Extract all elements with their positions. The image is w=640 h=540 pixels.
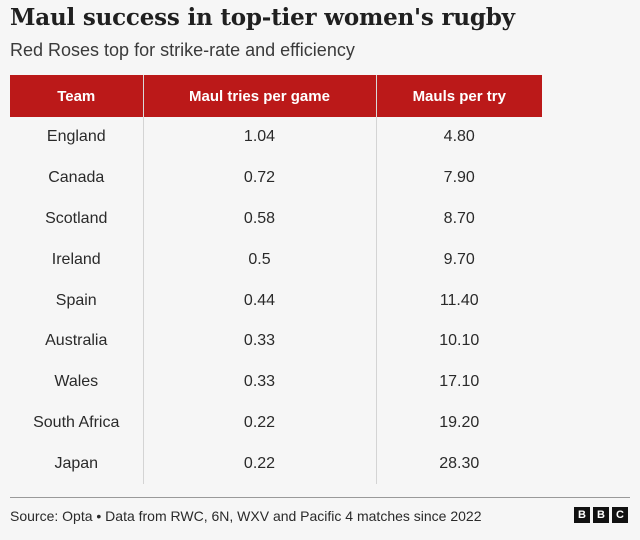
table-row: Canada 0.72 7.90 <box>10 157 542 199</box>
mauls-per-try-cell: 7.90 <box>443 169 475 187</box>
table-row: Australia 0.33 10.10 <box>10 320 542 362</box>
bbc-logo: B B C <box>574 507 628 523</box>
table-row: Spain 0.44 11.40 <box>10 280 542 321</box>
tries-per-game-cell: 0.58 <box>143 198 377 240</box>
table-body: England 1.04 4.80 Canada 0.72 7.90 Scotland 0.5… <box>10 117 542 485</box>
table-row: Ireland 0.5 9.70 <box>10 239 542 281</box>
mauls-per-try-cell: 11.40 <box>439 291 479 309</box>
tries-per-game-cell: 0.72 <box>143 157 377 199</box>
table-row: Japan 0.22 28.30 <box>10 443 542 485</box>
column-header: Team <box>10 75 144 117</box>
team-cell: Wales <box>10 361 144 403</box>
data-table: Team Maul tries per game Mauls per try Eng… <box>10 75 542 485</box>
tries-per-game-cell: 0.33 <box>143 320 377 362</box>
source-note: Source: Opta • Data from RWC, 6N, WXV an… <box>10 508 482 524</box>
team-cell: England <box>10 117 144 158</box>
logo-letter: C <box>612 507 628 523</box>
team-cell: Spain <box>10 280 144 321</box>
tries-per-game-cell: 0.33 <box>143 361 377 403</box>
tries-per-game-cell: 0.44 <box>143 280 377 321</box>
logo-letter: B <box>574 507 590 523</box>
mauls-per-try-cell: 28.30 <box>439 454 480 472</box>
chart-title: Maul success in top-tier women's rugby <box>10 4 515 31</box>
column-header: Maul tries per game <box>143 75 377 117</box>
tries-per-game-cell: 0.5 <box>143 239 377 281</box>
mauls-per-try-cell: 4.80 <box>443 128 475 146</box>
team-cell: South Africa <box>10 402 144 444</box>
team-cell: Ireland <box>10 239 144 281</box>
table-row: Wales 0.33 17.10 <box>10 361 542 403</box>
logo-letter: B <box>593 507 609 523</box>
tries-per-game-cell: 0.22 <box>143 443 377 485</box>
team-cell: Japan <box>10 443 144 485</box>
tries-per-game-cell: 1.04 <box>143 117 377 158</box>
mauls-per-try-cell: 10.10 <box>439 332 480 350</box>
table-row: Scotland 0.58 8.70 <box>10 198 542 240</box>
table-header-row: Team Maul tries per game Mauls per try <box>10 75 542 117</box>
table-header: Team Maul tries per game Mauls per try <box>10 75 542 117</box>
mauls-per-try-cell: 8.70 <box>443 209 475 227</box>
column-header: Mauls per try <box>376 75 542 117</box>
team-cell: Scotland <box>10 198 144 240</box>
table-row: England 1.04 4.80 <box>10 117 542 158</box>
table-row: South Africa 0.22 19.20 <box>10 402 542 444</box>
team-cell: Canada <box>10 157 144 199</box>
mauls-per-try-cell: 19.20 <box>439 413 480 431</box>
team-cell: Australia <box>10 320 144 362</box>
mauls-per-try-cell: 17.10 <box>439 373 480 391</box>
mauls-per-try-cell: 9.70 <box>443 250 475 268</box>
tries-per-game-cell: 0.22 <box>143 402 377 444</box>
chart-subtitle: Red Roses top for strike-rate and effici… <box>10 40 355 60</box>
source-divider <box>10 497 630 498</box>
